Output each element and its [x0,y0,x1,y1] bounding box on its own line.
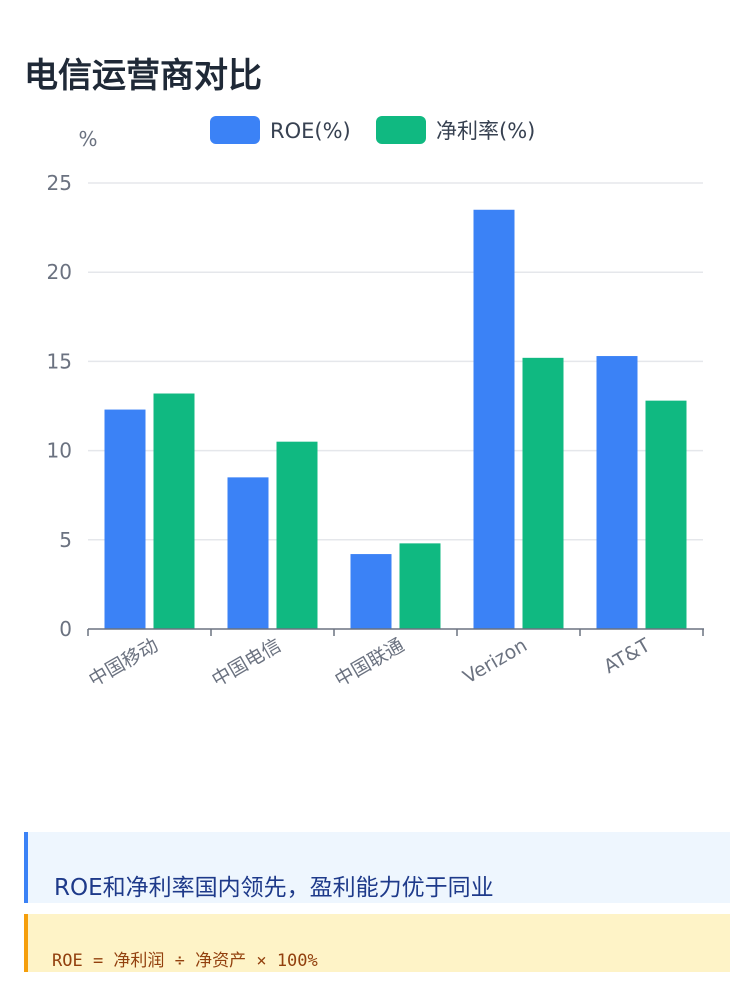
conclusion-callout: ROE和净利率国内领先，盈利能力优于同业 [24,832,730,903]
legend-label: ROE(%) [270,119,351,143]
y-tick-label: 5 [59,528,72,552]
bar-roe-1[interactable] [227,477,269,629]
bar-roe-0[interactable] [104,409,146,629]
y-tick-label: 0 [59,617,72,641]
bar-roe-3[interactable] [473,209,515,629]
bar-roe-4[interactable] [596,356,638,629]
legend-swatch [376,116,426,144]
formula-text: ROE = 净利润 ÷ 净资产 × 100% [52,951,318,971]
y-tick-label: 20 [47,260,72,284]
conclusion-text: ROE和净利率国内领先，盈利能力优于同业 [54,875,494,901]
legend-label: 净利率(%) [436,119,535,143]
y-tick-label: 10 [47,439,72,463]
x-axis: 中国移动 中国电信 中国联通 Verizon AT&T [85,628,704,691]
y-axis-ticks: 0 5 10 15 20 25 [47,171,72,641]
legend-item-roe[interactable]: ROE(%) [210,116,351,144]
bar-chart: ROE(%) 净利率(%) % 0 5 10 15 20 25 中国移动 中国电信 中国联通 Ve… [47,116,704,691]
x-tick-label: 中国联通 [331,634,408,691]
x-tick-label: AT&T [600,634,654,678]
page-title: 电信运营商对比 [24,56,262,96]
bar-net-margin-0[interactable] [153,393,195,629]
x-tick-label: Verizon [459,634,531,688]
bars[interactable] [104,209,687,629]
bar-net-margin-2[interactable] [399,543,441,629]
y-tick-label: 25 [47,171,72,195]
bar-roe-2[interactable] [350,554,392,629]
y-axis-label: % [78,127,97,151]
x-tick-label: 中国电信 [208,634,285,691]
legend-item-net-margin[interactable]: 净利率(%) [376,116,535,144]
bar-net-margin-4[interactable] [645,400,687,629]
bar-net-margin-3[interactable] [522,357,564,629]
legend-swatch [210,116,260,144]
y-tick-label: 15 [47,349,72,373]
x-tick-label: 中国移动 [85,634,162,691]
formula-box: ROE = 净利润 ÷ 净资产 × 100% [24,914,730,972]
bar-net-margin-1[interactable] [276,441,318,629]
chart-legend[interactable]: ROE(%) 净利率(%) [210,116,535,144]
